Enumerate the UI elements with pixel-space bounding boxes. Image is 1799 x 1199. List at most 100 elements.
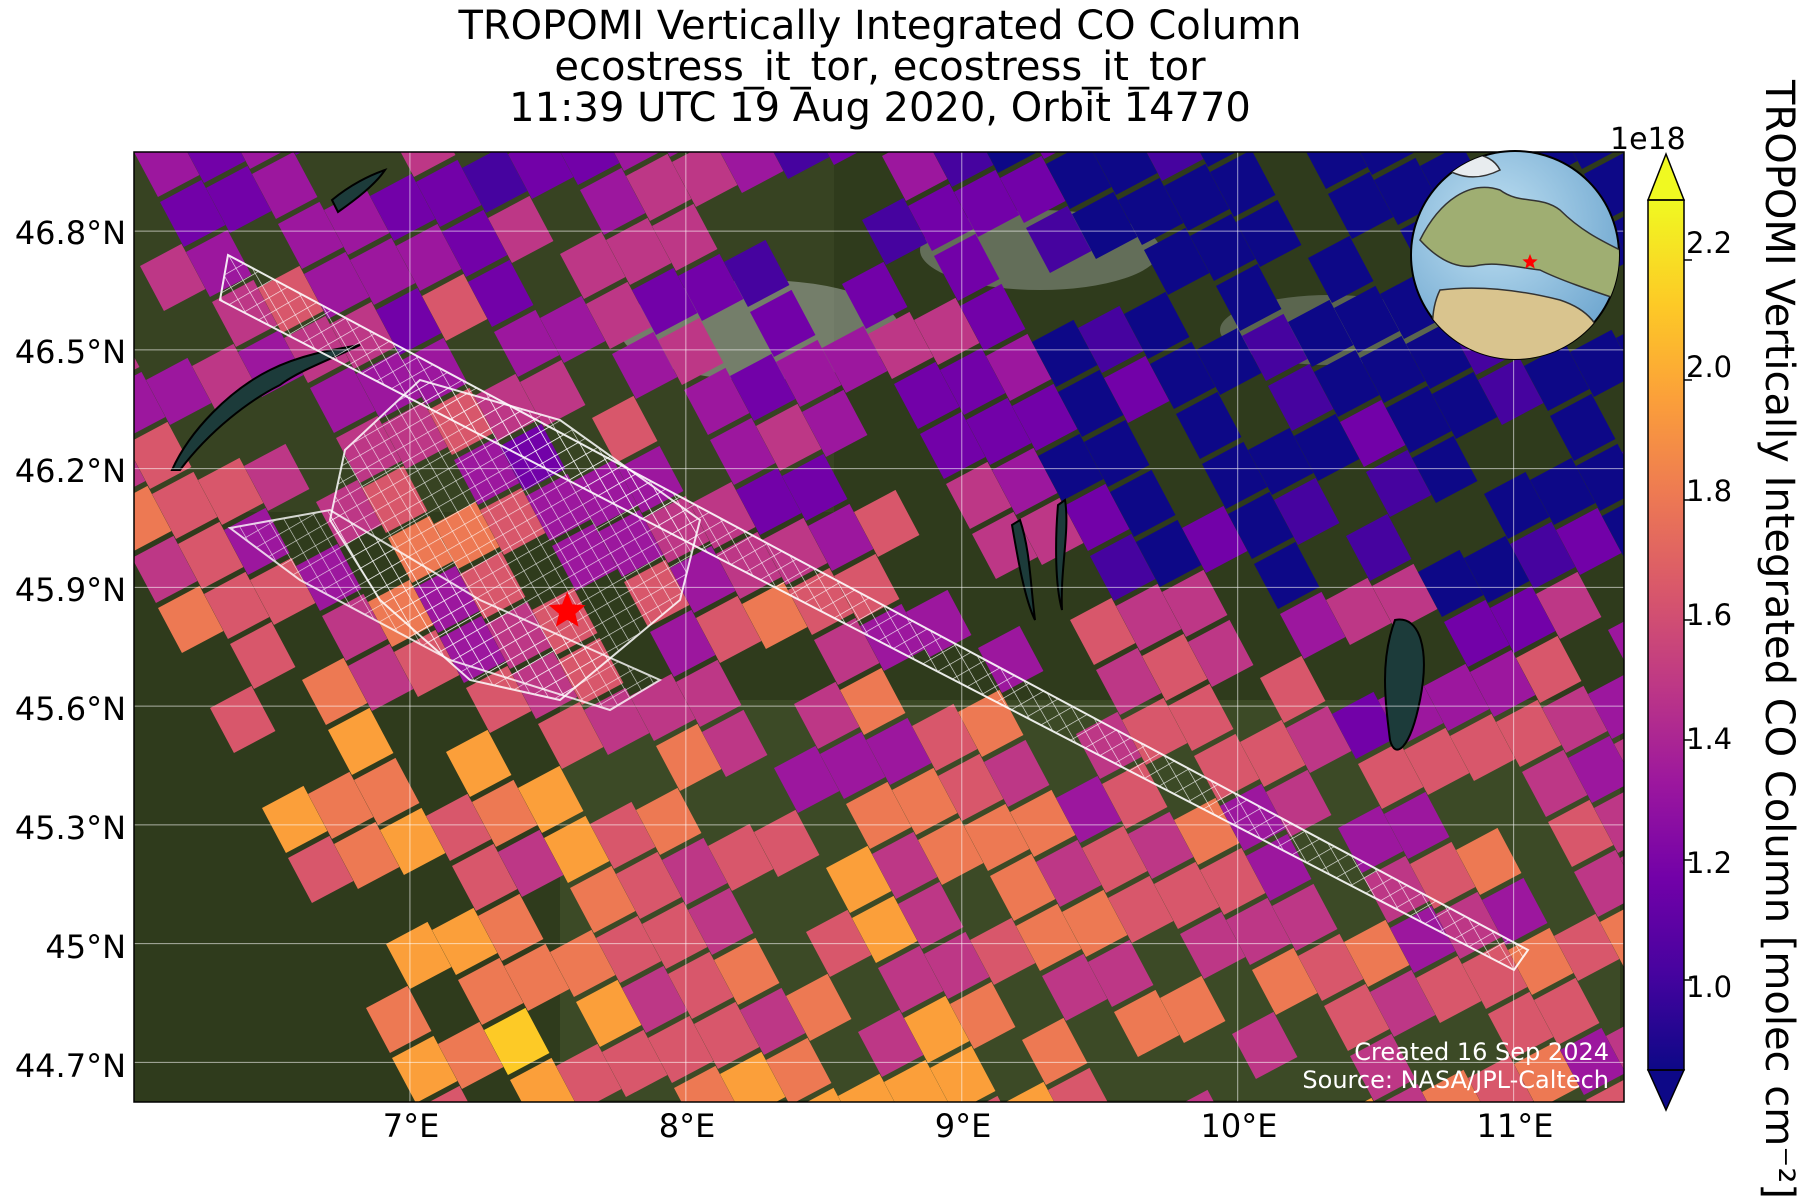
ecostress-swath-overlay [218,253,1530,972]
co-pixel [636,787,702,856]
co-pixel [452,843,518,912]
map-figure [133,70,1723,1149]
co-pixel [1180,911,1246,980]
co-pixel [1510,521,1576,590]
co-pixel [1241,313,1308,382]
lat-tick-label: 45.3°N [14,809,126,847]
co-pixel [602,1029,668,1098]
co-pixel [919,411,986,480]
co-pixel [354,757,420,826]
co-pixel [508,152,574,200]
co-pixel [1088,939,1154,1008]
co-pixel [1210,152,1276,218]
co-pixel [1536,571,1602,640]
co-pixel [1230,152,1296,154]
co-pixel [940,347,1006,416]
co-pixel [973,152,1040,174]
co-pixel [894,361,960,430]
co-pixel [1463,535,1530,604]
co-pixel [1481,877,1548,946]
co-pixel [538,701,604,770]
co-pixel [934,233,1000,302]
co-pixel [650,609,716,678]
co-pixel [1423,663,1490,732]
co-pixel [1011,383,1078,452]
co-pixel [252,152,318,220]
co-pixel [365,985,432,1054]
colorbar-gradient [1648,200,1684,1070]
co-pixel [937,753,1004,822]
co-pixel [334,821,400,890]
co-pixel [866,717,932,786]
co-pixel [1142,633,1208,702]
co-pixel [1028,1132,1093,1149]
co-pixel [808,503,874,572]
co-pixel [134,421,192,490]
co-pixel [540,295,606,364]
co-pixel [1019,152,1086,160]
co-pixel [1550,393,1616,462]
co-pixel [1658,1114,1723,1149]
co-pixel [272,152,338,156]
co-pixel [589,801,656,870]
co-pixel [140,243,206,312]
co-pixel [853,489,920,558]
co-pixel [696,595,762,664]
co-pixel [1484,471,1550,540]
map-title-line-2: ecostress_it_tor, ecostress_it_tor [554,44,1206,90]
co-pixel [1331,691,1398,760]
co-pixel [1302,152,1368,190]
co-pixel [852,895,918,964]
co-pixel [494,309,560,378]
co-pixel [1272,883,1338,952]
co-pixel [1534,977,1600,1046]
co-pixel [591,395,658,464]
co-pixel [954,169,1020,238]
co-pixel [1228,491,1294,560]
co-pixel [838,1073,904,1102]
co-pixel [730,353,796,422]
colorbar-extend-max [1646,151,1686,201]
co-pixel [813,617,880,686]
co-pixel [134,485,172,554]
lon-tick-label: 10°E [1200,1107,1278,1145]
lon-tick-label: 7°E [382,1107,440,1145]
co-pixel [1116,583,1182,652]
co-pixel [157,585,224,654]
co-pixel [1196,327,1262,396]
co-pixel [1516,635,1582,704]
co-pixel [840,667,906,736]
credit-source: Source: NASA/JPL-Caltech [1302,1066,1609,1094]
co-pixel [1365,449,1432,518]
co-pixel [490,1122,555,1149]
co-pixel [1108,875,1174,944]
co-pixel [1555,507,1622,576]
co-pixel [1182,505,1248,574]
co-pixel [287,835,354,904]
co-pixel [713,937,780,1006]
co-pixel [392,1035,458,1102]
co-pixel [1548,799,1614,868]
co-pixel [626,153,692,222]
globe-marker-star [1522,254,1538,269]
co-pixel [1280,591,1346,660]
co-pixel [902,70,967,137]
co-pixel [1118,177,1184,246]
lat-tick-label: 46.5°N [14,333,126,371]
co-pixel [1057,369,1124,438]
co-pixel [775,339,842,408]
co-pixel [1175,391,1242,460]
co-pixel [468,259,534,328]
co-pixel [914,297,980,366]
co-pixel [742,581,808,650]
co-pixel [416,159,482,228]
co-pixel [898,881,964,950]
co-pixel [262,785,328,854]
co-pixel [484,1007,550,1076]
co-pixel [1323,983,1390,1052]
co-pixel [1010,789,1076,858]
co-pixel [630,673,696,742]
co-pixel [882,152,948,202]
co-pixel [1542,685,1608,754]
co-pixel [1594,785,1624,854]
